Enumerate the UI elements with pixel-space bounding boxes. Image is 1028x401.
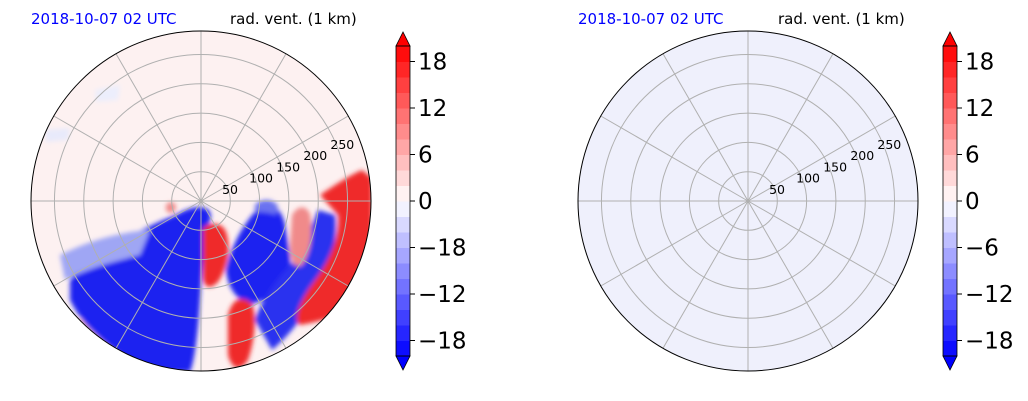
- colorbar-level: [943, 278, 957, 295]
- colorbar-tick-label: 0: [418, 189, 433, 215]
- colorbar-tick-label: 6: [418, 143, 433, 169]
- colorbar-level: [396, 278, 410, 295]
- angular-gridline-240: [662, 200, 749, 349]
- colorbar-level: [396, 263, 410, 279]
- left-polar-grid: [31, 31, 371, 371]
- colorbar-level: [943, 216, 957, 233]
- colorbar-tick-label: 18: [965, 50, 994, 76]
- radial-tick-label: 100: [796, 171, 820, 186]
- right-polar-frame: [577, 30, 919, 372]
- radial-tick-label: 50: [769, 182, 785, 197]
- colorbar-level: [396, 92, 410, 109]
- colorbar-level: [943, 139, 957, 155]
- radial-tick-label: 50: [222, 182, 238, 197]
- left-colorbar: 18 12 6 0 −18 −12 −18: [395, 31, 467, 371]
- colorbar-extend-max: [395, 31, 411, 47]
- colorbar-tick-label: −12: [418, 282, 467, 308]
- colorbar-level: [943, 61, 957, 78]
- colorbar-level: [943, 201, 957, 217]
- angular-gridline-60: [747, 53, 834, 202]
- colorbar-extend-max: [942, 31, 958, 47]
- left-title-variable: rad. vent. (1 km): [230, 10, 357, 28]
- colorbar-level: [396, 46, 410, 62]
- colorbar-level: [396, 309, 410, 326]
- colorbar-tick-label: −12: [965, 282, 1014, 308]
- radial-tick-label: 250: [330, 137, 354, 152]
- angular-gridline-120: [662, 53, 749, 202]
- colorbar-level: [943, 263, 957, 279]
- colorbar-extend-min: [395, 355, 411, 371]
- colorbar-extend-min: [942, 355, 958, 371]
- colorbar-level: [943, 294, 957, 310]
- radial-tick-label: 250: [877, 137, 901, 152]
- colorbar-tick-label: 12: [418, 96, 447, 122]
- colorbar-level: [396, 294, 410, 310]
- angular-gridline-300: [747, 200, 834, 349]
- angular-gridline-150: [53, 115, 202, 202]
- colorbar-level: [396, 77, 410, 93]
- colorbar-level: [943, 309, 957, 326]
- colorbar-level: [396, 61, 410, 78]
- colorbar-level: [396, 123, 410, 140]
- colorbar-level: [943, 154, 957, 171]
- angular-gridline-120: [115, 53, 202, 202]
- colorbar-tick-label: 18: [418, 50, 447, 76]
- colorbar-level: [396, 154, 410, 171]
- colorbar-tick-label: 0: [965, 189, 980, 215]
- colorbar-level: [396, 247, 410, 264]
- colorbar-level: [943, 340, 957, 357]
- angular-gridline-330: [200, 200, 349, 287]
- angular-gridline-150: [600, 115, 749, 202]
- right-colorbar: 18 12 6 0 −6 −12 −18: [942, 31, 1014, 371]
- right-title-date: 2018-10-07 02 UTC: [578, 10, 724, 28]
- colorbar-level: [943, 123, 957, 140]
- colorbar-level: [943, 46, 957, 62]
- colorbar-tick-label: −6: [965, 236, 999, 262]
- colorbar-level: [943, 185, 957, 202]
- colorbar-tick-label: 6: [965, 143, 980, 169]
- colorbar-level: [396, 139, 410, 155]
- right-title-variable: rad. vent. (1 km): [778, 10, 905, 28]
- angular-gridline-30: [200, 115, 349, 202]
- right-polar-grid: [578, 31, 918, 371]
- angular-gridline-240: [115, 200, 202, 349]
- colorbar-level: [396, 216, 410, 233]
- colorbar-level: [943, 232, 957, 248]
- colorbar-level: [396, 108, 410, 124]
- colorbar-level: [943, 325, 957, 341]
- angular-gridline-210: [600, 200, 749, 287]
- angular-gridline-300: [200, 200, 287, 349]
- colorbar-tick-label: −18: [965, 329, 1014, 355]
- colorbar-level: [396, 201, 410, 217]
- colorbar-tick-label: 12: [965, 96, 994, 122]
- radial-tick-label: 100: [249, 171, 273, 186]
- angular-gridline-210: [53, 200, 202, 287]
- colorbar-level: [943, 247, 957, 264]
- colorbar-level: [396, 325, 410, 341]
- left-polar-panel: 2018-10-07 02 UTC rad. vent. (1 km) 50 10…: [30, 10, 372, 372]
- radial-tick-label: 150: [276, 159, 300, 174]
- colorbar-level: [396, 170, 410, 186]
- angular-gridline-30: [747, 115, 896, 202]
- colorbar-level: [396, 232, 410, 248]
- radial-tick-label: 200: [303, 148, 327, 163]
- radial-tick-label: 150: [823, 159, 847, 174]
- left-title-date: 2018-10-07 02 UTC: [31, 10, 177, 28]
- left-polar-frame: [30, 30, 372, 372]
- colorbar-tick-label: −18: [418, 329, 467, 355]
- colorbar-level: [943, 108, 957, 124]
- angular-gridline-60: [200, 53, 287, 202]
- radial-tick-label: 200: [850, 148, 874, 163]
- right-polar-panel: 2018-10-07 02 UTC rad. vent. (1 km) 50 10…: [577, 10, 919, 372]
- colorbar-level: [396, 185, 410, 202]
- colorbar-level: [943, 77, 957, 93]
- colorbar-level: [396, 340, 410, 357]
- colorbar-level: [943, 170, 957, 186]
- colorbar-level: [943, 92, 957, 109]
- colorbar-tick-label: −18: [418, 236, 467, 262]
- angular-gridline-330: [747, 200, 896, 287]
